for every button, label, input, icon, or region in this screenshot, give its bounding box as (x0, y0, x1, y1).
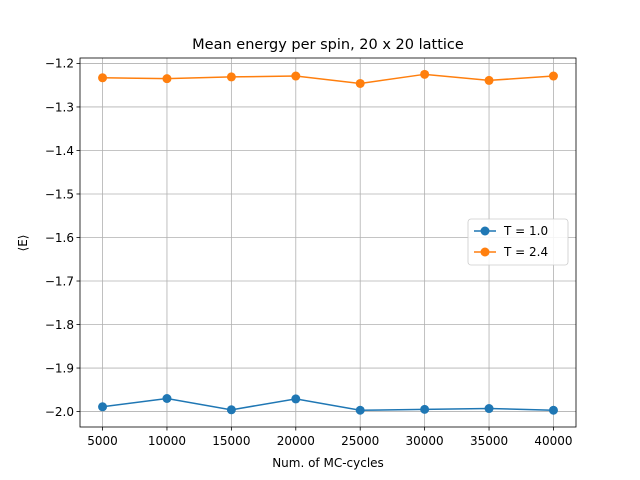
chart-title: Mean energy per spin, 20 x 20 lattice (192, 37, 464, 53)
data-point (420, 69, 430, 79)
x-tick-label: 10000 (148, 434, 186, 448)
x-tick-label: 20000 (277, 434, 315, 448)
series-line (102, 73, 554, 85)
data-point (548, 71, 558, 81)
data-point (355, 405, 365, 415)
x-axis-label: Num. of MC-cycles (272, 456, 384, 470)
x-tick-label: 15000 (212, 434, 250, 448)
legend-marker-t1 (480, 226, 490, 236)
y-tick-label: −1.8 (45, 318, 74, 332)
x-tick-label: 35000 (470, 434, 508, 448)
data-point (98, 402, 108, 412)
legend-label-t2: T = 2.4 (503, 245, 548, 259)
y-tick-label: −1.4 (45, 144, 74, 158)
data-point (98, 73, 108, 83)
series-line (102, 397, 554, 411)
data-point (291, 394, 301, 404)
data-series (98, 69, 558, 415)
y-axis-ticks: −1.2 −1.3 −1.4 −1.5 −1.6 −1.7 −1.8 −1.9 −2.0 (45, 57, 80, 419)
data-point (484, 404, 494, 414)
data-point (484, 75, 494, 85)
y-tick-label: −1.9 (45, 361, 74, 375)
x-tick-label: 5000 (87, 434, 118, 448)
x-tick-label: 25000 (341, 434, 379, 448)
x-tick-label: 30000 (406, 434, 444, 448)
legend: T = 1.0 T = 2.4 (467, 218, 569, 266)
y-tick-label: −1.2 (45, 57, 74, 71)
x-tick-label: 40000 (534, 434, 572, 448)
y-tick-label: −1.7 (45, 274, 74, 288)
data-point (355, 78, 365, 88)
x-axis-ticks: 5000 10000 15000 20000 25000 30000 35000 40000 (87, 427, 573, 448)
data-point (291, 71, 301, 81)
y-tick-label: −1.5 (45, 187, 74, 201)
y-tick-label: −1.6 (45, 231, 74, 245)
plot-frame (79, 57, 577, 428)
data-point (226, 405, 236, 415)
data-point (548, 405, 558, 415)
legend-marker-t2 (480, 247, 490, 257)
y-axis-label: ⟨E⟩ (16, 235, 30, 252)
y-tick-label: −2.0 (45, 405, 74, 419)
y-tick-label: −1.3 (45, 100, 74, 114)
legend-label-t1: T = 1.0 (503, 224, 548, 238)
data-point (420, 404, 430, 414)
data-point (226, 72, 236, 82)
data-point (162, 74, 172, 84)
data-point (162, 393, 172, 403)
